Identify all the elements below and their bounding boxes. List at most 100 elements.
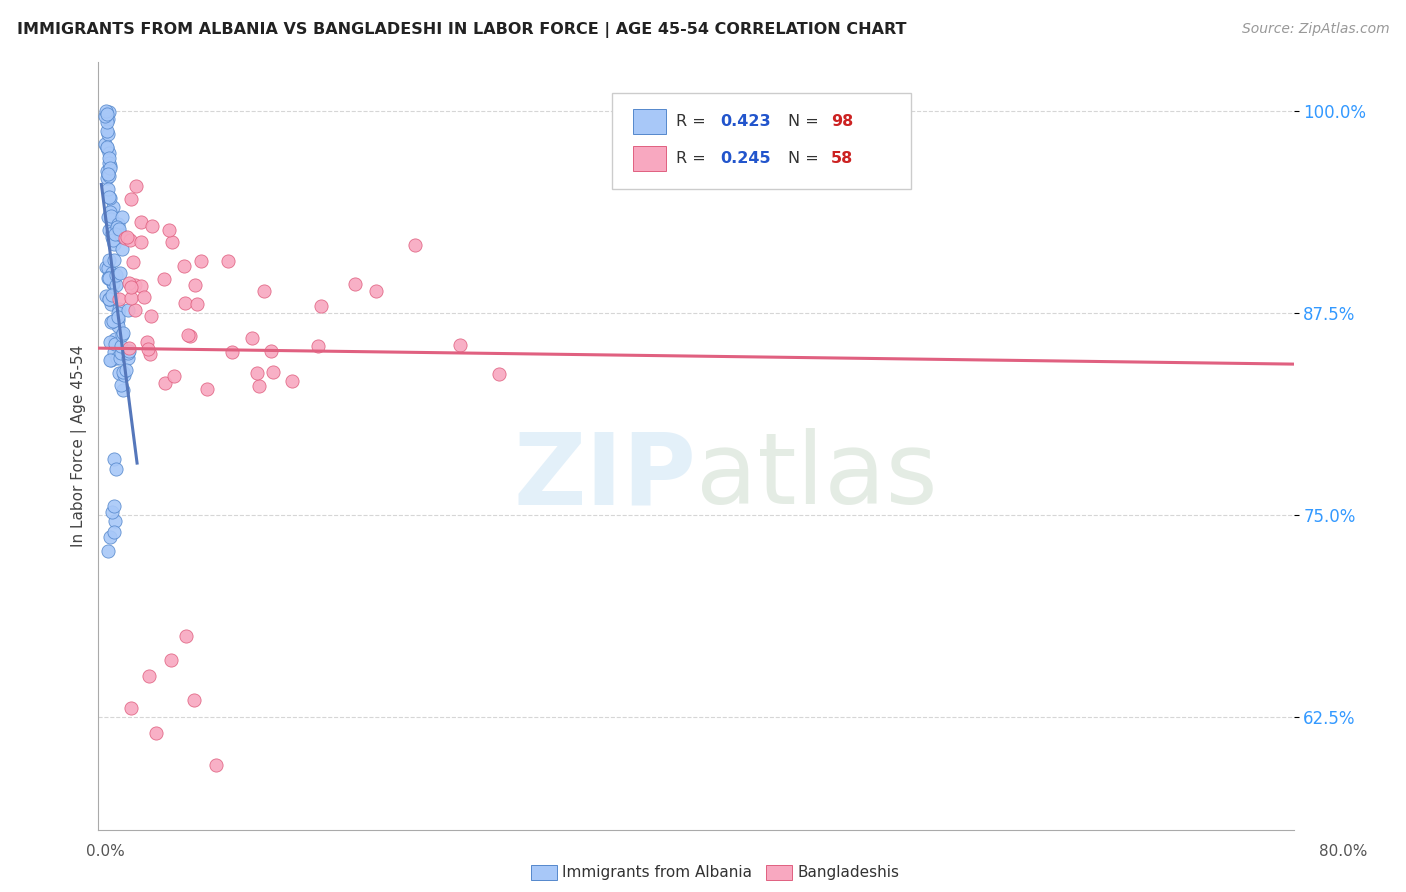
Point xyxy=(107,310,129,325)
Point xyxy=(105,219,128,234)
Point xyxy=(96,164,118,178)
FancyBboxPatch shape xyxy=(613,93,911,189)
Point xyxy=(97,271,120,285)
Point xyxy=(280,374,302,388)
Point xyxy=(100,227,122,241)
Point xyxy=(104,268,127,283)
Point xyxy=(101,314,124,328)
Point xyxy=(98,190,121,204)
Point xyxy=(98,161,121,176)
Point xyxy=(107,366,129,380)
Point xyxy=(120,701,142,715)
Point xyxy=(179,329,201,343)
Point xyxy=(118,341,141,355)
Point xyxy=(262,365,284,379)
Point xyxy=(97,261,120,276)
Point xyxy=(118,233,141,247)
Point xyxy=(103,452,125,467)
Point xyxy=(205,758,228,772)
Point xyxy=(120,280,142,294)
Point xyxy=(120,291,142,305)
Point xyxy=(174,296,197,310)
Text: ZIP: ZIP xyxy=(513,428,696,525)
Point xyxy=(97,223,120,237)
Point xyxy=(364,284,387,298)
Point xyxy=(112,383,135,397)
Point xyxy=(309,299,332,313)
Point xyxy=(97,181,120,195)
Point xyxy=(117,303,139,318)
Point xyxy=(139,347,162,361)
Point xyxy=(343,277,366,292)
Point xyxy=(101,234,124,248)
Point xyxy=(97,292,120,306)
Point xyxy=(94,104,117,119)
Point xyxy=(96,123,118,137)
Point xyxy=(129,279,152,293)
Point xyxy=(103,252,125,267)
Point xyxy=(98,334,121,349)
Point xyxy=(125,179,148,194)
Point xyxy=(117,229,139,244)
Point xyxy=(101,266,124,280)
Point xyxy=(115,363,138,377)
Point xyxy=(153,376,176,390)
Point xyxy=(100,209,122,223)
Text: Bangladeshis: Bangladeshis xyxy=(797,865,900,880)
Point xyxy=(96,140,118,154)
Point xyxy=(101,277,124,291)
Point xyxy=(97,167,120,181)
Point xyxy=(98,253,121,268)
Point xyxy=(100,211,122,226)
Point xyxy=(163,369,186,384)
Point xyxy=(111,242,134,256)
Point xyxy=(104,277,127,292)
Point xyxy=(129,235,152,250)
Point xyxy=(97,104,120,119)
Point xyxy=(124,303,146,318)
Point xyxy=(96,115,118,129)
Point xyxy=(120,192,142,206)
Point xyxy=(104,336,127,351)
Text: 0.0%: 0.0% xyxy=(86,845,125,859)
Point xyxy=(96,107,118,121)
Point xyxy=(160,653,183,667)
Point xyxy=(105,351,128,365)
Point xyxy=(217,254,239,268)
Point xyxy=(107,218,129,232)
Point xyxy=(103,236,125,251)
Point xyxy=(160,235,183,249)
Point xyxy=(107,222,129,236)
Point xyxy=(110,339,132,353)
Point xyxy=(117,351,139,365)
Point xyxy=(129,215,152,229)
Point xyxy=(104,462,127,476)
Point xyxy=(97,270,120,285)
Point xyxy=(118,276,141,290)
Point xyxy=(104,227,127,242)
Point xyxy=(98,292,121,306)
Point xyxy=(174,629,197,643)
Point xyxy=(107,313,129,327)
Text: IMMIGRANTS FROM ALBANIA VS BANGLADESHI IN LABOR FORCE | AGE 45-54 CORRELATION CH: IMMIGRANTS FROM ALBANIA VS BANGLADESHI I… xyxy=(17,22,907,38)
Point xyxy=(110,348,132,362)
Text: 58: 58 xyxy=(831,151,853,166)
Point xyxy=(97,270,120,285)
Point xyxy=(100,292,122,306)
Point xyxy=(110,210,132,224)
Point xyxy=(98,530,121,544)
Point xyxy=(186,297,208,311)
Text: Source: ZipAtlas.com: Source: ZipAtlas.com xyxy=(1241,22,1389,37)
Point xyxy=(108,351,131,365)
Point xyxy=(97,112,120,127)
Point xyxy=(184,277,207,292)
Text: N =: N = xyxy=(787,151,824,166)
Point xyxy=(135,334,157,349)
Text: R =: R = xyxy=(676,151,710,166)
Point xyxy=(111,326,134,340)
Point xyxy=(103,500,125,514)
Point xyxy=(449,338,471,352)
Point xyxy=(307,339,329,353)
Point xyxy=(195,382,218,396)
Text: 80.0%: 80.0% xyxy=(1319,845,1367,859)
